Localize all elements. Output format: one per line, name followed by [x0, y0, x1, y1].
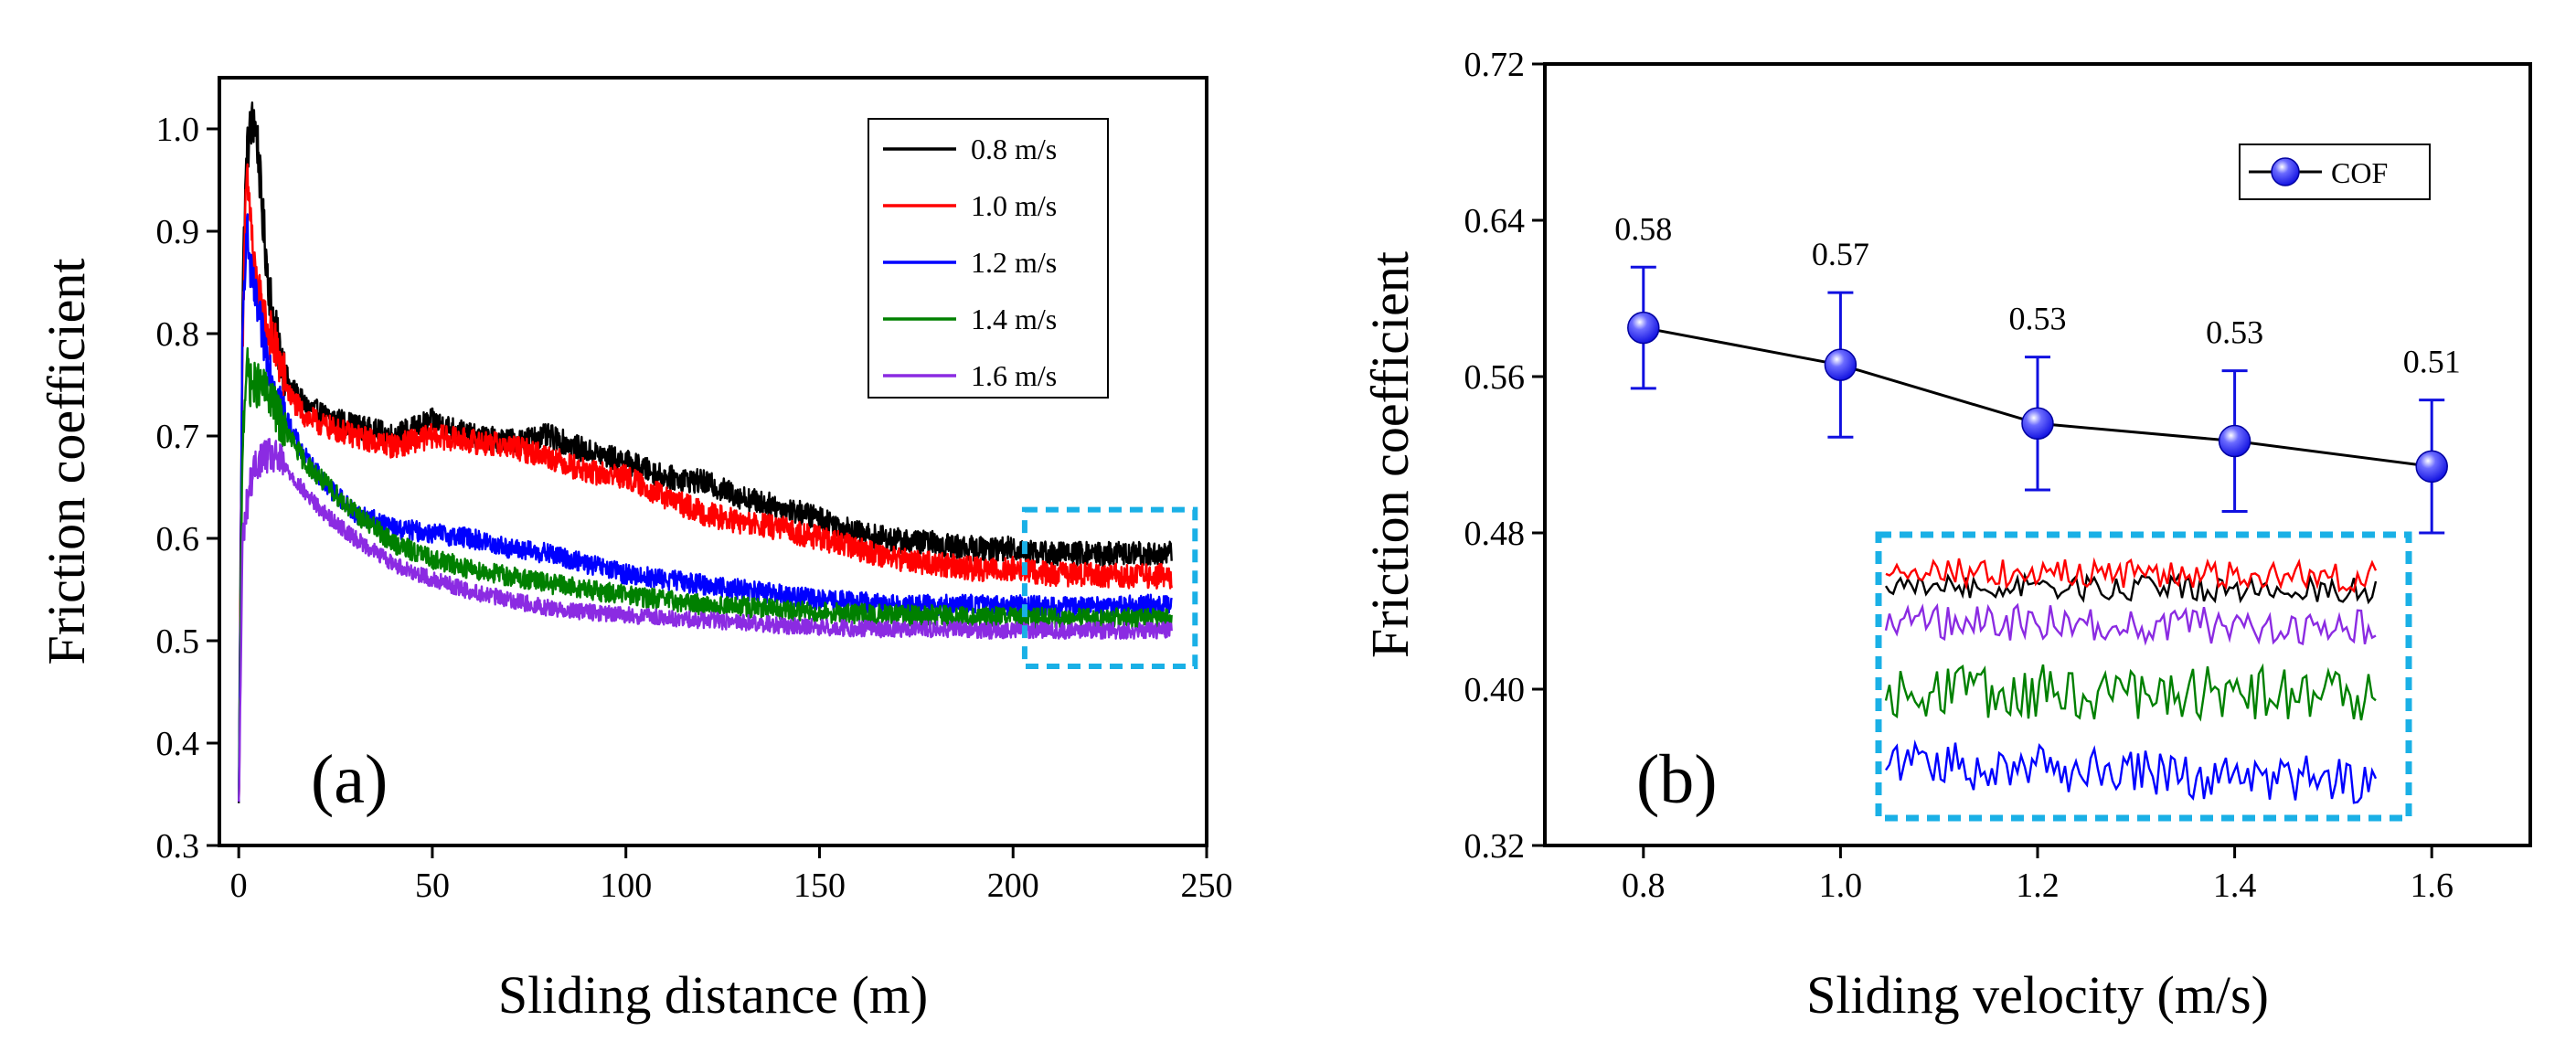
y-tick-label: 1.0: [156, 111, 200, 149]
legend-label: COF: [2331, 156, 2388, 189]
x-tick-label: 200: [987, 867, 1039, 905]
y-tick-label: 0.48: [1464, 515, 1526, 553]
data-point: [2218, 424, 2251, 458]
legend-label: 0.8 m/s: [971, 133, 1057, 165]
inset-series-12: [1885, 739, 2378, 804]
x-tick-label: 1.0: [1819, 867, 1863, 905]
y-tick-label: 0.72: [1464, 46, 1526, 84]
y-tick-label: 0.32: [1464, 827, 1526, 866]
panel-label: (a): [311, 741, 388, 818]
x-tick-label: 1.6: [2410, 867, 2454, 905]
x-tick-label: 1.2: [2016, 867, 2060, 905]
x-tick-label: 1.4: [2213, 867, 2257, 905]
x-tick-label: 0.8: [1622, 867, 1666, 905]
x-tick-label: 250: [1181, 867, 1233, 905]
data-point: [1627, 311, 1660, 345]
data-point: [2415, 450, 2448, 484]
data-point: [2021, 407, 2054, 441]
x-tick-label: 0: [230, 867, 248, 905]
legend-box: [2239, 144, 2431, 200]
legend-box: [868, 118, 1109, 399]
y-axis-title: Friction coefficient: [37, 258, 96, 665]
series-line-16: [238, 438, 1173, 803]
data-label: 0.53: [2009, 301, 2067, 337]
zoom-highlight-box: [1021, 506, 1198, 670]
legend-label: 1.4 m/s: [971, 303, 1057, 335]
x-axis-title: Sliding distance (m): [498, 965, 928, 1025]
x-tick-label: 100: [600, 867, 652, 905]
inset-series-14: [1884, 663, 2377, 722]
legend: COF: [2239, 144, 2431, 200]
y-tick-label: 0.9: [156, 213, 200, 251]
panel-a-chart: 0 50 100 150 200 250 0.3 0.4 0.5 0.6 0.7 0.8 0.9 1.0 S…: [37, 76, 1233, 1025]
x-axis-title: Sliding velocity (m/s): [1806, 965, 2269, 1025]
y-tick-label: 0.4: [156, 725, 200, 763]
series-line-12: [238, 213, 1173, 803]
data-label: 0.58: [1614, 210, 1672, 247]
x-tick-label: 150: [793, 867, 846, 905]
y-tick-label: 0.3: [156, 827, 200, 866]
y-tick-label: 0.56: [1464, 358, 1526, 397]
y-tick-label: 0.40: [1464, 671, 1526, 709]
y-tick-label: 0.7: [156, 418, 200, 456]
series-line-10: [238, 163, 1173, 802]
series-group: [238, 101, 1173, 803]
data-label: 0.51: [2403, 344, 2461, 380]
y-tick-label: 0.5: [156, 622, 200, 661]
y-tick-label: 0.64: [1464, 202, 1526, 240]
legend-swatch-marker: [2271, 157, 2300, 186]
data-label: 0.57: [1812, 236, 1869, 272]
panel-b-chart: 0.58 0.57 0.53 0.53 0.51 0.8 1.0 1.2 1.4 1.6 0.32 0…: [1360, 46, 2532, 1025]
data-label: 0.53: [2206, 314, 2263, 351]
legend-label: 1.0 m/s: [971, 189, 1057, 222]
legend-label: 1.2 m/s: [971, 246, 1057, 279]
inset-zoom: [1875, 531, 2412, 822]
plot-frame: [218, 76, 1208, 847]
panel-label: (b): [1636, 741, 1718, 818]
legend: 0.8 m/s 1.0 m/s 1.2 m/s 1.4 m/s 1.6 m/s: [868, 118, 1109, 399]
y-tick-label: 0.8: [156, 315, 200, 354]
y-axis-title: Friction coefficient: [1360, 251, 1420, 658]
data-point: [1824, 348, 1857, 381]
inset-series-16: [1884, 602, 2377, 646]
series-line-14: [238, 346, 1173, 801]
x-tick-label: 50: [415, 867, 450, 905]
inset-series-10: [1885, 557, 2378, 593]
y-tick-label: 0.6: [156, 520, 200, 558]
inset-frame: [1875, 531, 2412, 822]
legend-label: 1.6 m/s: [971, 359, 1057, 392]
